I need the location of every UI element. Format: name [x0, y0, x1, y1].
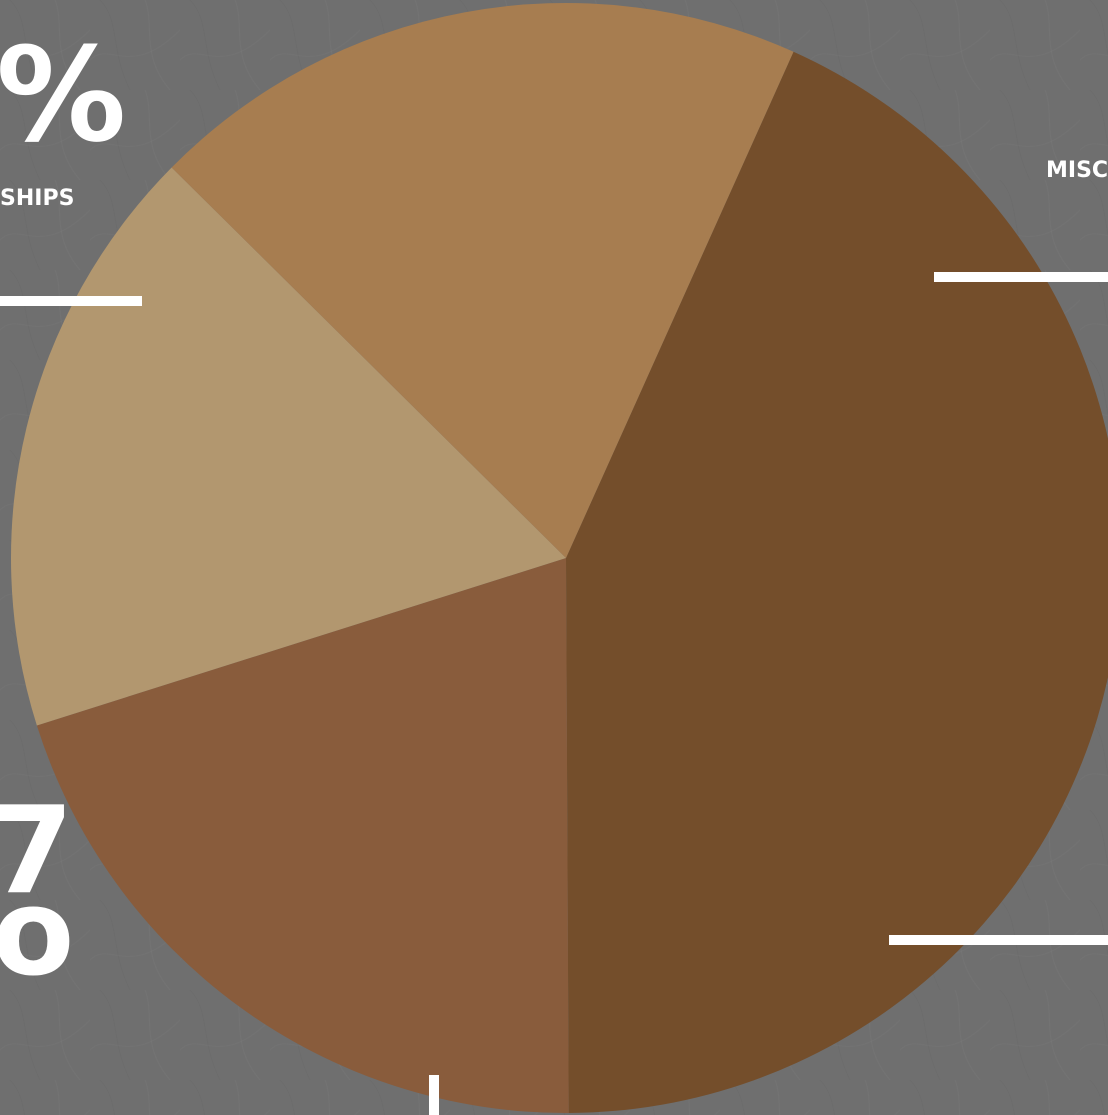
- pie-slice-bottom-right: [10, 167, 566, 726]
- pie-slices: [10, 3, 1108, 1114]
- left-caption-fragment: SHIPS: [0, 186, 74, 211]
- pie-slice-bottom: [171, 3, 794, 558]
- right-caption-fragment: MISC: [1046, 158, 1108, 183]
- leader-lines: [0, 272, 1108, 1115]
- lower-left-fragment-a: 7: [0, 782, 74, 921]
- pie-slice-top-right: [36, 558, 569, 1114]
- lower-left-fragment-b: o: [0, 864, 74, 1003]
- left-percent-glyph: %: [0, 19, 126, 171]
- pie-slice-left: [566, 51, 1108, 1113]
